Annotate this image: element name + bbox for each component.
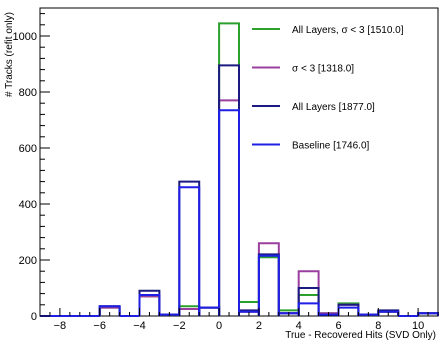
x-tick-label: 10 (412, 320, 424, 332)
histogram-bar (297, 270, 320, 316)
histogram-bar (178, 186, 201, 316)
x-tick-label: 4 (296, 320, 302, 332)
histogram-bar (297, 287, 320, 316)
histogram-bar (218, 22, 240, 316)
x-tick-label: −6 (93, 320, 106, 332)
histogram-bar (257, 253, 280, 316)
series-3 (40, 109, 439, 317)
y-tick-label: 800 (19, 87, 37, 99)
legend-entry: All Layers [1877.0] (292, 102, 375, 113)
x-tick-label: 0 (216, 320, 222, 332)
x-axis-title: True - Recovered Hits (SVD Only) (285, 330, 436, 341)
histogram-bar (257, 256, 280, 316)
x-tick-label: −2 (173, 320, 186, 332)
y-axis-title: # Tracks (refit only) (4, 12, 15, 97)
y-tick-label: 400 (19, 199, 37, 211)
y-tick-label: 1000 (13, 31, 37, 43)
legend: All Layers, σ < 3 [1510.0] σ < 3 [1318.0]… (252, 25, 404, 152)
y-tick-label: 0 (31, 311, 37, 323)
histogram-bar (218, 99, 240, 316)
x-tick-label: −8 (54, 320, 67, 332)
histogram-bar (218, 64, 240, 316)
histogram-bar (138, 294, 161, 316)
x-tick-label: 2 (256, 320, 262, 332)
x-tick-label: 8 (375, 320, 381, 332)
legend-entry: All Layers, σ < 3 [1510.0] (292, 25, 404, 36)
legend-entry: σ < 3 [1318.0] (292, 64, 354, 75)
histogram-bar (178, 180, 201, 316)
histogram-bar (257, 254, 280, 316)
x-tick-label: 6 (335, 320, 341, 332)
x-tick-label: −4 (133, 320, 146, 332)
y-tick-label: 600 (19, 143, 37, 155)
series-layer (40, 22, 439, 317)
legend-entry: Baseline [1746.0] (292, 141, 370, 152)
y-tick-label: 200 (19, 255, 37, 267)
axis-layer: −8 −6 −4 −2 0 2 4 6 8 10 0 200 400 600 800 1000 (13, 13, 439, 332)
histogram-bar (218, 109, 240, 316)
